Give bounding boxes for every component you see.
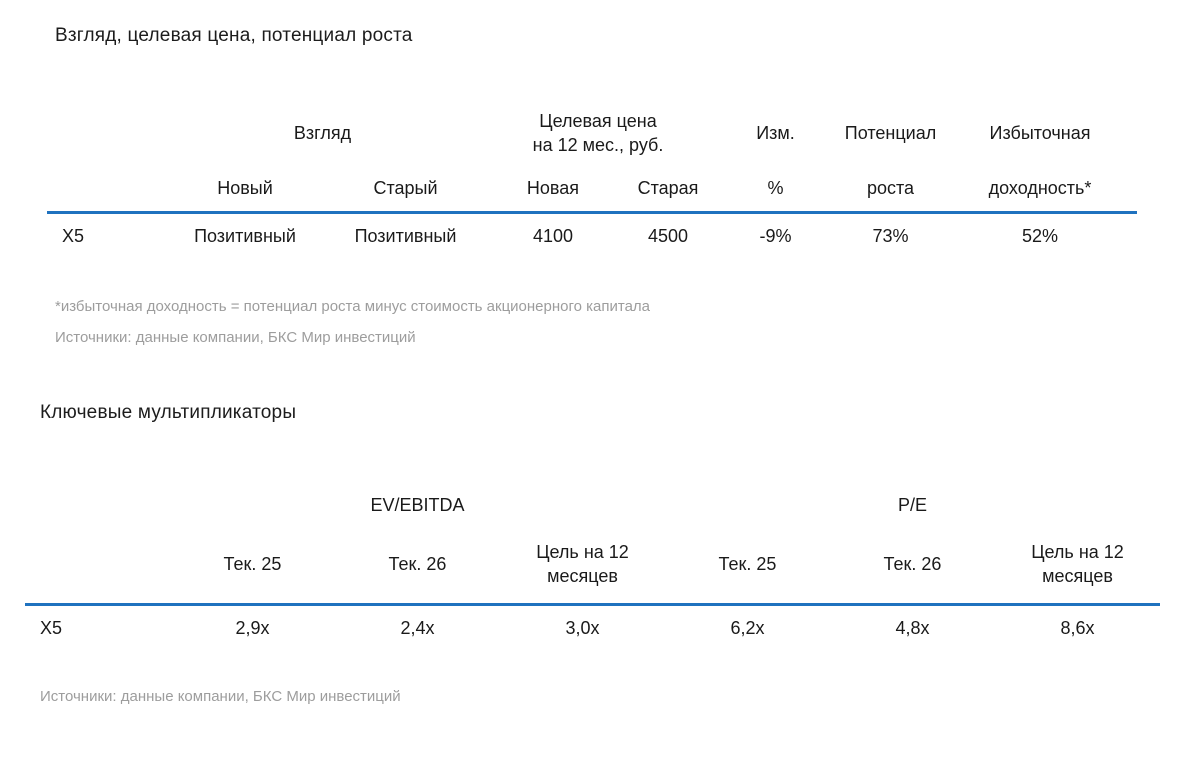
column-header-ev-target-line2: месяцев — [547, 566, 618, 587]
column-header-pe-target-line2: месяцев — [1042, 566, 1113, 587]
target-price-new-value: 4100 — [532, 225, 574, 246]
column-header-excess-top: Избыточная — [989, 122, 1091, 143]
ticker-cell: X5 — [62, 225, 85, 246]
group-header-view: Взгляд — [293, 122, 352, 143]
column-header-pe-cur26: Тек. 26 — [830, 526, 995, 606]
column-header-view-old: Старый — [328, 166, 483, 214]
group-header-pe: P/E — [897, 494, 927, 515]
blank-cell — [47, 100, 162, 166]
column-header-ev-cur26: Тек. 26 — [335, 526, 500, 606]
blank-cell — [25, 526, 170, 606]
column-header-pe-target-line1: Цель на 12 — [1031, 541, 1124, 562]
report-page: Взгляд, целевая цена, потенциал роста Вз… — [0, 25, 1200, 706]
view-old-value: Позитивный — [354, 225, 457, 246]
pe-target-value: 8,6x — [1060, 617, 1095, 638]
column-header-pe-target: Цель на 12 месяцев — [995, 526, 1160, 606]
ev-ebitda-cur26-value: 2,4x — [400, 617, 435, 638]
column-header-change-top: Изм. — [756, 122, 795, 143]
column-header-change-bottom: % — [713, 166, 838, 214]
column-header-pe-cur25: Тек. 25 — [665, 526, 830, 606]
group-header-target-price: Целевая цена на 12 мес., руб. — [483, 100, 713, 166]
table1-sub-header-row: Новый Старый Новая Старая % роста доходн… — [47, 166, 1137, 214]
ev-ebitda-cur25-value: 2,9x — [235, 617, 270, 638]
table-row-x5: X5 Позитивный Позитивный 4100 4500 -9% 7… — [47, 212, 1137, 258]
column-header-upside-bottom: роста — [838, 166, 943, 214]
column-header-ev-cur25: Тек. 25 — [170, 526, 335, 606]
section-title-view-target-price: Взгляд, целевая цена, потенциал роста — [55, 25, 413, 46]
table2-group-header-row: EV/EBITDA P/E — [25, 484, 1160, 526]
ev-ebitda-target-value: 3,0x — [565, 617, 600, 638]
section-title-key-multipliers: Ключевые мультипликаторы — [40, 402, 297, 423]
footnote-sources-table1: Источники: данные компании, БКС Мир инве… — [55, 329, 416, 346]
view-new-value: Позитивный — [194, 225, 296, 246]
target-price-old-value: 4500 — [647, 225, 689, 246]
column-header-ev-target: Цель на 12 месяцев — [500, 526, 665, 606]
group-header-ev-ebitda: EV/EBITDA — [370, 494, 465, 515]
column-header-ev-target-line1: Цель на 12 — [536, 541, 629, 562]
view-target-price-table: Взгляд Целевая цена на 12 мес., руб. Изм… — [47, 100, 1137, 258]
table1-group-header-row: Взгляд Целевая цена на 12 мес., руб. Изм… — [47, 100, 1137, 166]
footnote-sources-table2: Источники: данные компании, БКС Мир инве… — [40, 688, 401, 705]
table2-sub-header-row: Тек. 25 Тек. 26 Цель на 12 месяцев Тек. … — [25, 526, 1160, 606]
column-header-excess-bottom: доходность* — [943, 166, 1137, 214]
excess-return-value: 52% — [1021, 225, 1059, 246]
footnote-excess-return-definition: *избыточная доходность = потенциал роста… — [55, 298, 651, 315]
blank-cell — [25, 484, 170, 526]
key-multipliers-table: EV/EBITDA P/E Тек. 25 Тек. 26 Цель на 12… — [25, 484, 1160, 650]
column-header-upside-top: Потенциал — [844, 122, 937, 143]
pe-cur25-value: 6,2x — [730, 617, 765, 638]
ticker-cell: X5 — [40, 617, 63, 638]
column-header-price-new: Новая — [483, 166, 623, 214]
column-header-price-old: Старая — [623, 166, 713, 214]
upside-value: 73% — [872, 225, 909, 246]
group-header-target-price-line2: на 12 мес., руб. — [532, 135, 664, 155]
pe-cur26-value: 4,8x — [895, 617, 930, 638]
group-header-target-price-line1: Целевая цена — [539, 110, 657, 131]
blank-cell — [47, 166, 162, 214]
change-pct-value: -9% — [759, 225, 792, 246]
table-row-x5: X5 2,9x 2,4x 3,0x 6,2x 4,8x 8,6x — [25, 604, 1160, 650]
column-header-view-new: Новый — [162, 166, 328, 214]
